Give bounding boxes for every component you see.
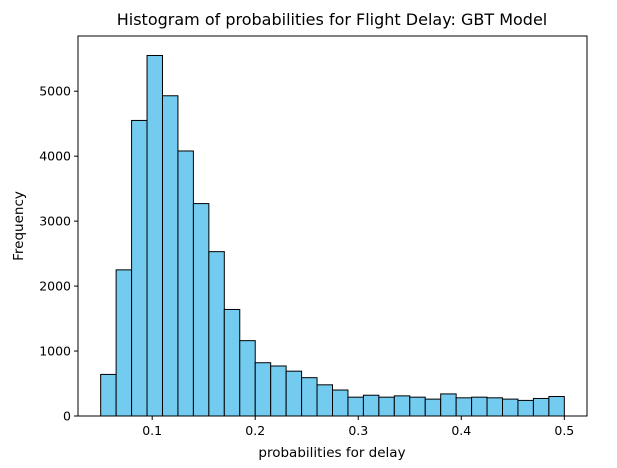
y-axis-ticks: 0 1000 2000 3000 4000 5000 [39, 84, 78, 424]
plot-area-frame [77, 35, 588, 417]
x-axis-ticks: 0.1 0.2 0.3 0.4 0.5 [142, 416, 574, 438]
histogram-bar [532, 397, 550, 417]
histogram-bar [502, 398, 519, 417]
histogram-bar [177, 150, 194, 417]
histogram-bar [131, 119, 148, 417]
histogram-bar [208, 251, 225, 417]
histogram-bar [100, 373, 117, 417]
histogram-bar [455, 397, 473, 417]
histogram-bar [192, 203, 210, 417]
histogram-bar [146, 54, 163, 417]
histogram-bar [486, 397, 504, 417]
histogram-bar [254, 362, 272, 417]
y-tick-label: 3000 [39, 214, 71, 229]
histogram-bar [347, 396, 364, 417]
y-axis-label: Frequency [11, 191, 27, 261]
histogram-bar [378, 396, 395, 417]
chart-title: Histogram of probabilities for Flight De… [117, 10, 548, 29]
y-tick-label: 5000 [39, 84, 71, 99]
histogram-bar [115, 269, 133, 417]
y-tick-label: 1000 [39, 344, 71, 359]
x-tick-label: 0.4 [451, 423, 471, 438]
histogram-bar [409, 396, 426, 417]
x-tick-label: 0.2 [245, 423, 265, 438]
y-tick-label: 4000 [39, 149, 71, 164]
histogram-bar [301, 377, 318, 417]
histogram-bar [332, 389, 349, 417]
histogram-bar [393, 395, 411, 417]
x-tick-label: 0.5 [554, 423, 574, 438]
histogram-bar [362, 394, 380, 417]
histogram-bar [270, 365, 287, 417]
histogram-bar [471, 396, 488, 417]
y-tick-label: 2000 [39, 279, 71, 294]
histogram-bar [548, 396, 565, 417]
histogram-bar [316, 384, 333, 417]
histogram-bar [424, 398, 442, 417]
x-tick-label: 0.1 [142, 423, 162, 438]
histogram-bar [285, 370, 303, 417]
x-tick-label: 0.3 [348, 423, 368, 438]
histogram-bar [239, 340, 256, 417]
x-axis-label: probabilities for delay [258, 445, 405, 461]
histogram-bar [223, 308, 241, 417]
histogram-bar [161, 95, 179, 417]
y-tick-label: 0 [63, 409, 71, 424]
bars-group [100, 54, 565, 417]
histogram-bar [517, 399, 534, 417]
histogram-bar [440, 393, 457, 417]
